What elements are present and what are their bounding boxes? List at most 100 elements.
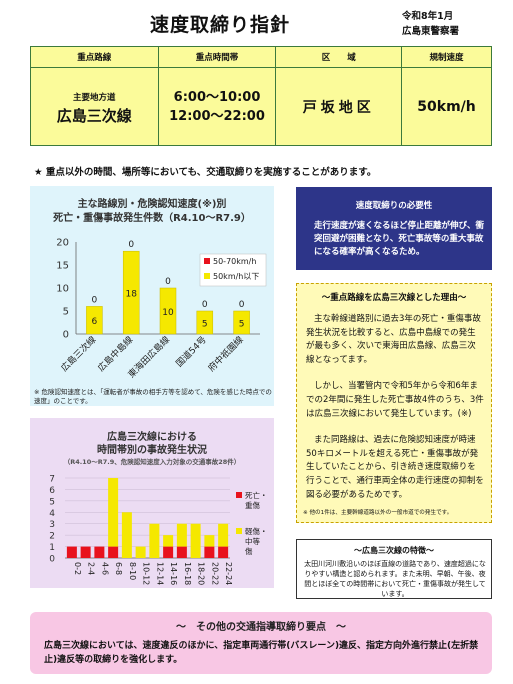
chart2-bar-injury — [204, 535, 214, 546]
chart1-y-tick: 0 — [63, 330, 69, 341]
chart2-bar-fatal — [108, 547, 118, 558]
chart2-y-tick: 0 — [49, 555, 55, 565]
route-cell: 主要地方道 広島三次線 — [31, 68, 159, 146]
chart2-bar-injury — [218, 524, 228, 547]
chart2-y-tick: 5 — [49, 497, 55, 507]
speed-cell: 50km/h — [402, 68, 492, 146]
chart1-category-label: 府中祇園線 — [205, 334, 245, 374]
chart2-y-tick: 3 — [49, 520, 55, 530]
chart1-data-label-50to70: 0 — [202, 300, 208, 310]
chart2-bar-fatal — [67, 547, 77, 558]
chart1-data-label-50to70: 0 — [165, 277, 171, 287]
chart2-y-tick: 4 — [49, 509, 55, 519]
chart2-bar-fatal — [94, 547, 104, 558]
chart1-legend-label-under50: 50km/h以下 — [213, 272, 259, 281]
header-route: 重点路線 — [31, 47, 159, 68]
chart1-data-label-under50: 6 — [92, 317, 98, 327]
reason-paragraph-3: また同路線は、過去に危険認知速度が時速50キロメートルを超える死亡・重傷事故が発… — [306, 434, 484, 502]
chart2-category-label: 22-24 — [224, 562, 233, 585]
necessity-title: 速度取締りの必要性 — [296, 199, 492, 211]
necessity-body: 走行速度が速くなるほど停止距離が伸び、衝突回避が困難となり、死亡事故等の重大事故… — [314, 220, 486, 259]
time-cell: 6:00〜10:00 12:00〜22:00 — [158, 68, 276, 146]
chart2-category-label: 2-4 — [87, 562, 96, 575]
chart2-category-label: 4-6 — [100, 562, 109, 575]
priority-table-header: 重点路線 重点時間帯 区 域 規制速度 — [31, 47, 492, 68]
route-name: 広島三次線 — [31, 109, 158, 123]
chart1-data-label-50to70: 0 — [128, 240, 134, 250]
chart1-data-label-50to70: 0 — [239, 300, 245, 310]
chart1-data-label-under50: 5 — [202, 320, 208, 330]
chart1-plot: 0510152060広島三次線180広島中島線100東海田広島線50国道54号5… — [30, 186, 274, 406]
hourly-accident-chart: 広島三次線における 時間帯別の事故発生状況 （R4.10〜R7.9、危険認知速度… — [30, 418, 274, 588]
chart2-bar-fatal — [204, 547, 214, 558]
chart2-y-tick: 1 — [49, 543, 55, 553]
chart1-y-tick: 20 — [56, 238, 69, 249]
feature-title: 〜広島三次線の特徴〜 — [297, 545, 491, 556]
other-enforcement-title: 〜 その他の交通指導取締り要点 〜 — [30, 618, 492, 633]
area-cell: 戸坂地区 — [276, 68, 402, 146]
issue-date: 令和8年1月 — [402, 9, 459, 24]
chart1-y-tick: 15 — [56, 261, 69, 272]
issuing-organization: 広島東警察署 — [402, 24, 459, 39]
other-enforcement-box: 〜 その他の交通指導取締り要点 〜 広島三次線においては、速度違反のほかに、指定… — [30, 612, 492, 674]
header-time: 重点時間帯 — [158, 47, 276, 68]
chart2-category-label: 14-16 — [169, 562, 178, 585]
chart2-category-label: 20-22 — [210, 562, 219, 585]
chart1-legend-swatch-under50 — [204, 273, 210, 279]
other-enforcement-body: 広島三次線においては、速度違反のほかに、指定車両通行帯(バスレーン)違反、指定方… — [44, 639, 484, 667]
chart2-y-tick: 2 — [49, 532, 55, 542]
reason-title: 〜重点路線を広島三次線とした理由〜 — [297, 291, 491, 303]
header-speed: 規制速度 — [402, 47, 492, 68]
chart2-y-tick: 6 — [49, 486, 55, 496]
chart1-legend-label-50to70: 50-70km/h — [213, 257, 256, 266]
chart2-category-label: 0-2 — [73, 562, 82, 575]
route-accident-chart: 主な路線別・危険認知速度(※)別 死亡・重傷事故発生件数（R4.10〜R7.9）… — [30, 186, 274, 406]
priority-table-row: 主要地方道 広島三次線 6:00〜10:00 12:00〜22:00 戸坂地区 … — [31, 68, 492, 146]
chart2-y-tick: 7 — [49, 475, 55, 485]
chart2-legend-label-fatal: 死亡・ — [245, 490, 268, 500]
chart2-category-label: 6-8 — [114, 562, 123, 575]
chart2-bar-injury — [108, 478, 118, 547]
chart2-bar-fatal — [81, 547, 91, 558]
chart2-plot: 0 12 34 567 0-2 2-4 4-6 6-8 8-10 10-12 12-14 14-16 1… — [30, 418, 274, 588]
route-feature-box: 〜広島三次線の特徴〜 太田川河川敷沿いのほぼ直線の道路であり、速度超過になりやす… — [296, 539, 492, 599]
reason-paragraph-2: しかし、当署管内で令和5年から令和6年までの2年間に発生した死亡事故4件のうち、… — [306, 380, 484, 421]
chart2-legend-label-injury: 傷 — [245, 546, 253, 556]
enforcement-notice: ★ 重点以外の時間、場所等においても、交通取締りを実施することがあります。 — [34, 164, 376, 178]
chart1-legend-swatch-50to70 — [204, 258, 210, 264]
chart2-bar-fatal — [218, 547, 228, 558]
reason-footnote: ※ 他の1件は、主要幹線道路以外の一般市道での発生です。 — [303, 508, 452, 516]
reason-body: 主な幹線道路別に過去3年の死亡・重傷事故発生状況を比較すると、広島中島線での発生… — [306, 313, 484, 515]
chart2-bar-injury — [122, 512, 132, 558]
route-type: 主要地方道 — [73, 93, 116, 103]
chart2-legend-label-injury: 軽傷・ — [245, 526, 268, 536]
date-org-block: 令和8年1月 広島東警察署 — [402, 9, 459, 39]
chart1-data-label-50to70: 0 — [92, 295, 98, 305]
chart1-category-label: 広島中島線 — [95, 334, 135, 374]
chart2-category-label: 8-10 — [128, 562, 137, 580]
chart2-category-label: 12-14 — [155, 562, 164, 585]
chart2-bar-injury — [163, 535, 173, 546]
chart2-legend-swatch-injury — [236, 528, 242, 534]
chart1-footnote: ※ 危険認知速度とは、「運転者が事故の相手方等を認めて、危険を感じた時点での速度… — [34, 388, 274, 406]
chart1-y-tick: 10 — [56, 284, 69, 295]
page-title: 速度取締り指針 — [150, 10, 290, 37]
chart2-bar-injury — [136, 547, 146, 558]
feature-body: 太田川河川敷沿いのほぼ直線の道路であり、速度超過になりやすい構造と認められます。… — [303, 559, 487, 599]
chart1-category-label: 国道54号 — [173, 334, 209, 370]
enforcement-necessity-box: 速度取締りの必要性 走行速度が速くなるほど停止距離が伸び、衝突回避が困難となり、… — [296, 187, 492, 270]
chart2-category-label: 18-20 — [197, 562, 206, 585]
chart1-data-label-under50: 5 — [239, 320, 245, 330]
chart2-legend-label-injury: 中等 — [245, 536, 260, 546]
header-area: 区 域 — [276, 47, 402, 68]
priority-table: 重点路線 重点時間帯 区 域 規制速度 主要地方道 広島三次線 6:00〜10:… — [30, 46, 492, 146]
chart2-legend-swatch-fatal — [236, 492, 242, 498]
chart2-bar-fatal — [163, 547, 173, 558]
reason-paragraph-1: 主な幹線道路別に過去3年の死亡・重傷事故発生状況を比較すると、広島中島線での発生… — [306, 313, 484, 367]
chart2-bar-injury — [149, 524, 159, 558]
chart1-data-label-under50: 10 — [162, 308, 174, 318]
time-slot-morning: 6:00〜10:00 — [159, 88, 276, 107]
chart2-bar-injury — [191, 524, 201, 558]
route-reason-box: 〜重点路線を広島三次線とした理由〜 主な幹線道路別に過去3年の死亡・重傷事故発生… — [296, 283, 492, 523]
chart1-y-tick: 5 — [63, 307, 69, 318]
